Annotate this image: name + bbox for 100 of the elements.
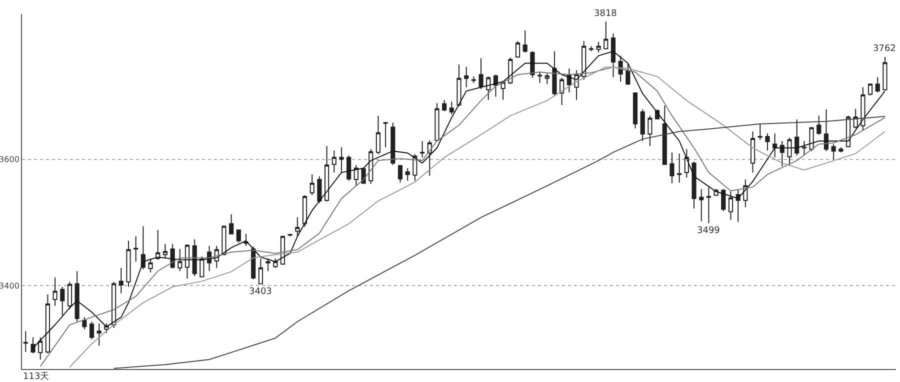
candlestick [706, 186, 712, 224]
candlestick [192, 239, 197, 277]
candlestick [74, 270, 80, 322]
candlestick [383, 122, 388, 148]
text: 113天 [23, 371, 50, 382]
candlestick [662, 105, 667, 166]
annotation: 3818 [594, 9, 618, 19]
candlestick [684, 148, 689, 178]
candlestick [339, 146, 344, 174]
candlestick [184, 244, 190, 280]
candlestick [493, 74, 498, 98]
candlestick [52, 276, 58, 306]
candlestick [82, 316, 87, 330]
candlestick [604, 21, 608, 50]
candlestick [471, 76, 476, 84]
candlestick [838, 146, 844, 153]
candlestick [376, 115, 381, 155]
candlestick [566, 68, 572, 93]
candlestick [875, 76, 880, 93]
candlestick [222, 226, 226, 256]
candlestick [45, 294, 50, 354]
candlestick [354, 164, 358, 186]
candlestick [596, 41, 601, 54]
candlestick [464, 66, 469, 88]
candlestick [156, 230, 160, 260]
candlestick [361, 168, 366, 184]
candlestick [802, 140, 806, 156]
candlestick [229, 214, 234, 234]
candlestick [434, 102, 440, 142]
candlestick [882, 56, 888, 91]
candlestick [126, 240, 131, 288]
candlestick [537, 70, 542, 84]
candlestick [118, 267, 124, 294]
candlestick [736, 189, 740, 222]
candlestick [310, 174, 314, 196]
candlestick [442, 99, 447, 112]
candlestick [618, 55, 623, 82]
candlestick [89, 321, 94, 340]
candlestick [648, 115, 652, 147]
candlestick [266, 258, 270, 272]
candlestick [670, 152, 674, 184]
candlestick [500, 80, 506, 100]
candlestick [60, 286, 65, 316]
candlestick [200, 256, 204, 278]
candlestick [96, 323, 102, 346]
candlestick [588, 46, 594, 52]
candlestick [456, 64, 462, 107]
candlestick [632, 92, 638, 129]
y-tick-label: 3600 [0, 155, 20, 164]
candlestick [302, 194, 308, 228]
candlestick [162, 243, 168, 259]
candlestick [824, 108, 829, 152]
candlestick [582, 40, 586, 80]
candlestick [67, 281, 72, 310]
candlestick [405, 168, 410, 182]
candlestick [640, 108, 645, 142]
candlestick [758, 123, 762, 140]
candlestick [868, 82, 873, 96]
candlestick [140, 226, 146, 270]
candlestick [750, 130, 756, 174]
candlestick [368, 148, 374, 184]
candlestick [721, 188, 726, 212]
candlestick [148, 258, 153, 273]
candlestick [610, 33, 616, 78]
candlestick [626, 63, 630, 86]
candlestick [515, 40, 520, 58]
candlestick [677, 153, 682, 184]
candlestick [30, 336, 36, 354]
candlestick [178, 248, 182, 272]
candlestick [486, 76, 491, 100]
candlestick [317, 176, 322, 204]
candlestick [449, 101, 454, 115]
candlestick [780, 140, 784, 167]
candlestick [699, 188, 704, 222]
candlestick [332, 150, 336, 174]
candlestick [787, 137, 792, 166]
candlestick [772, 132, 778, 158]
candlestick [427, 140, 432, 176]
annotation: 3762 [873, 44, 896, 54]
candlestick [860, 86, 866, 131]
candlestick [23, 330, 28, 352]
line-series [113, 116, 886, 369]
candlestick [522, 30, 528, 54]
candlestick [552, 50, 557, 96]
candlestick [236, 230, 241, 244]
y-tick-label: 3400 [0, 281, 20, 290]
candlestick [765, 132, 770, 151]
annotation: 3499 [697, 226, 720, 236]
candlestick [420, 140, 425, 158]
candlestick [530, 50, 535, 78]
candlestick [295, 216, 300, 237]
annotation: 3403 [249, 287, 272, 297]
candlestick [831, 144, 836, 160]
candlestick [853, 108, 858, 129]
candlestick [134, 236, 138, 262]
candlestick [794, 118, 800, 156]
candlestick [544, 72, 550, 85]
candlestick [478, 58, 484, 90]
candlestick [258, 258, 263, 284]
candlestick [324, 146, 330, 202]
